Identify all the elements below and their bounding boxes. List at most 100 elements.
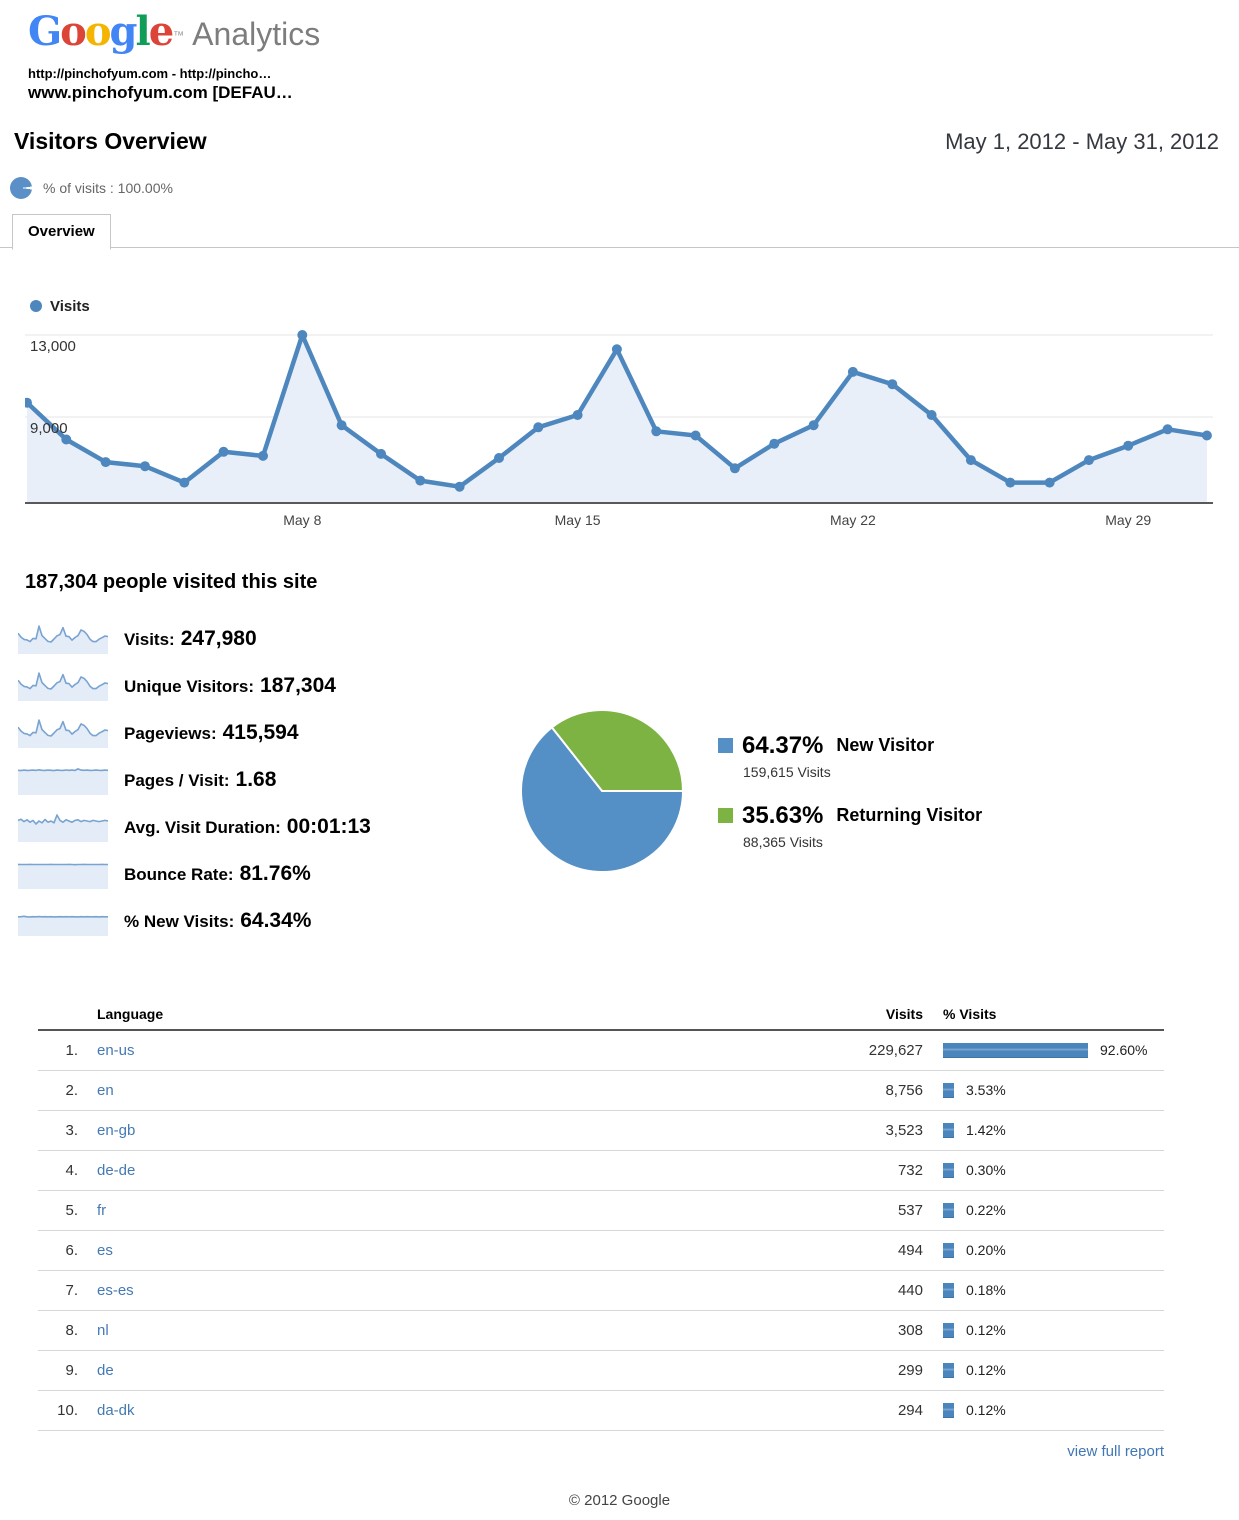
metric-label: % New Visits: 64.34% bbox=[124, 908, 312, 932]
row-percent: 0.12% bbox=[966, 1402, 1006, 1418]
visitor-type-pie-chart[interactable] bbox=[518, 707, 688, 877]
row-percent: 3.53% bbox=[966, 1082, 1006, 1098]
metric-row: % New Visits: 64.34% bbox=[18, 906, 1239, 936]
table-row: 5. fr 537 0.22% bbox=[38, 1191, 1164, 1231]
google-logo-letter: g bbox=[109, 8, 138, 55]
language-link[interactable]: en-gb bbox=[97, 1121, 136, 1139]
row-visits: 299 bbox=[897, 1361, 923, 1379]
metric-label: Pageviews: 415,594 bbox=[124, 720, 299, 744]
row-percent: 0.12% bbox=[966, 1322, 1006, 1338]
google-logo-letter: o bbox=[60, 8, 87, 55]
metric-sparkline bbox=[18, 863, 108, 889]
metric-sparkline bbox=[18, 767, 108, 795]
account-profile: http://pinchofyum.com - http://pincho… w… bbox=[28, 66, 1239, 104]
table-row: 1. en-us 229,627 92.60% bbox=[38, 1031, 1164, 1071]
google-logo-letter: G bbox=[28, 8, 62, 55]
column-header-language: Language bbox=[97, 1005, 164, 1022]
metric-row: Avg. Visit Duration: 00:01:13 bbox=[18, 812, 1239, 842]
google-logo: Google bbox=[28, 8, 174, 55]
metric-sparkline bbox=[18, 718, 108, 748]
x-axis-tick-label: May 8 bbox=[283, 512, 321, 528]
visitors-summary-heading: 187,304 people visited this site bbox=[25, 570, 318, 593]
footer-copyright: © 2012 Google bbox=[568, 1491, 671, 1509]
metric-row: Visits: 247,980 bbox=[18, 624, 1239, 654]
table-row: 2. en 8,756 3.53% bbox=[38, 1071, 1164, 1111]
metric-row: Bounce Rate: 81.76% bbox=[18, 859, 1239, 889]
row-visits: 732 bbox=[897, 1161, 923, 1179]
row-percent: 0.18% bbox=[966, 1282, 1006, 1298]
language-link[interactable]: de-de bbox=[97, 1161, 136, 1179]
row-percent: 1.42% bbox=[966, 1122, 1006, 1138]
percent-visits-bar bbox=[943, 1282, 954, 1298]
metric-row: Unique Visitors: 187,304 bbox=[18, 671, 1239, 701]
metric-label: Bounce Rate: 81.76% bbox=[124, 861, 311, 885]
metric-value: 187,304 bbox=[260, 673, 336, 697]
language-link[interactable]: en-us bbox=[97, 1041, 135, 1059]
language-link[interactable]: de bbox=[97, 1361, 114, 1379]
metric-label: Visits: 247,980 bbox=[124, 626, 257, 650]
metrics-list: Visits: 247,980 Unique Visitors: 187,304 P… bbox=[18, 624, 1239, 936]
language-link[interactable]: es-es bbox=[97, 1281, 134, 1299]
visits-legend-dot-icon bbox=[30, 300, 42, 312]
column-header-visits: Visits bbox=[885, 1005, 923, 1022]
metric-label: Avg. Visit Duration: 00:01:13 bbox=[124, 814, 371, 838]
row-rank: 4. bbox=[65, 1161, 78, 1179]
metric-value: 64.34% bbox=[240, 908, 312, 932]
account-name: http://pinchofyum.com - http://pincho… bbox=[28, 66, 272, 81]
language-table-body: 1. en-us 229,627 92.60% 2. en 8,756 3.53… bbox=[38, 1031, 1164, 1431]
row-visits: 8,756 bbox=[885, 1081, 923, 1099]
returning-visitor-visits: 88,365 Visits bbox=[743, 833, 823, 850]
google-logo-letter: o bbox=[84, 8, 112, 55]
language-link[interactable]: es bbox=[97, 1241, 113, 1259]
google-logo-letter: e bbox=[148, 8, 174, 55]
pie-legend: 64.37% New Visitor 159,615 Visits 35.63%… bbox=[718, 732, 982, 872]
percent-visits-bar bbox=[943, 1242, 954, 1258]
analytics-logo-text: Analytics bbox=[192, 16, 321, 52]
row-rank: 1. bbox=[65, 1041, 78, 1059]
metric-value: 415,594 bbox=[222, 720, 299, 744]
view-full-report-link[interactable]: view full report bbox=[1067, 1442, 1164, 1460]
row-rank: 3. bbox=[65, 1121, 78, 1139]
header-logo: Google™ Analytics bbox=[0, 0, 1239, 56]
returning-visitor-percent: 35.63% bbox=[742, 801, 824, 829]
row-rank: 9. bbox=[65, 1361, 78, 1379]
tab-overview[interactable]: Overview bbox=[12, 213, 111, 250]
visits-line-chart[interactable]: 13,000 9,000 May 8 May 15 May 22 May 29 bbox=[25, 323, 1215, 531]
metric-label: Unique Visitors: 187,304 bbox=[124, 673, 336, 697]
metric-value: 81.76% bbox=[239, 861, 311, 885]
table-row: 9. de 299 0.12% bbox=[38, 1351, 1164, 1391]
x-axis-tick-label: May 15 bbox=[555, 512, 601, 528]
metric-sparkline bbox=[18, 915, 108, 936]
google-logo-letter: l bbox=[135, 8, 151, 55]
metric-value: 1.68 bbox=[235, 767, 277, 791]
y-axis-tick-label: 13,000 bbox=[30, 338, 76, 355]
row-percent: 0.22% bbox=[966, 1202, 1006, 1218]
table-row: 10. da-dk 294 0.12% bbox=[38, 1391, 1164, 1431]
row-percent: 0.20% bbox=[966, 1242, 1006, 1258]
metric-label: Pages / Visit: 1.68 bbox=[124, 767, 277, 791]
overview-metrics-section: Visits: 247,980 Unique Visitors: 187,304 P… bbox=[18, 624, 1239, 964]
column-header-pct-visits: % Visits bbox=[943, 1005, 997, 1022]
y-axis-tick-label: 9,000 bbox=[30, 420, 68, 437]
returning-visitor-swatch-icon bbox=[718, 808, 733, 823]
percent-visits-bar bbox=[943, 1202, 954, 1218]
row-percent: 0.12% bbox=[966, 1362, 1006, 1378]
trademark-symbol: ™ bbox=[173, 29, 185, 42]
returning-visitor-label: Returning Visitor bbox=[836, 805, 983, 825]
metric-sparkline bbox=[18, 624, 108, 654]
x-axis-tick-label: May 29 bbox=[1105, 512, 1151, 528]
row-rank: 6. bbox=[65, 1241, 78, 1259]
new-visitor-swatch-icon bbox=[718, 738, 733, 753]
language-table: Language Visits % Visits 1. en-us 229,62… bbox=[38, 1006, 1164, 1460]
row-percent: 0.30% bbox=[966, 1162, 1006, 1178]
x-axis-tick-label: May 22 bbox=[830, 512, 876, 528]
date-range-selector[interactable]: May 1, 2012 - May 31, 2012 bbox=[945, 128, 1219, 154]
returning-visitor-legend-entry: 35.63% Returning Visitor 88,365 Visits bbox=[718, 802, 982, 850]
language-link[interactable]: en bbox=[97, 1081, 114, 1099]
new-visitor-legend-entry: 64.37% New Visitor 159,615 Visits bbox=[718, 732, 982, 780]
language-link[interactable]: fr bbox=[97, 1201, 107, 1219]
language-link[interactable]: da-dk bbox=[97, 1401, 135, 1419]
row-visits: 537 bbox=[897, 1201, 923, 1219]
language-link[interactable]: nl bbox=[97, 1321, 109, 1339]
row-visits: 294 bbox=[897, 1401, 923, 1419]
